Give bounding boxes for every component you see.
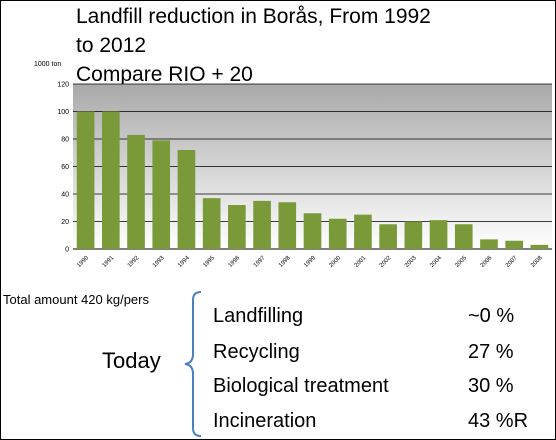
bar-2002 <box>379 224 397 249</box>
x-tick-label: 2003 <box>404 255 418 269</box>
slide-title: Landfill reduction in Borås, From 1992 t… <box>76 2 431 89</box>
summary-row-value: ~0 % <box>468 305 515 327</box>
x-tick-label: 1990 <box>76 255 90 269</box>
x-tick-label: 1992 <box>127 255 141 269</box>
x-tick-label: 1996 <box>228 255 242 269</box>
summary-row-value: 30 % <box>468 375 514 397</box>
total-amount-text: Total amount 420 kg/pers <box>3 292 149 307</box>
curly-brace-icon <box>184 291 202 437</box>
y-tick-label: 100 <box>57 109 69 116</box>
bar-1991 <box>101 111 120 249</box>
x-tick-label: 2007 <box>505 255 519 269</box>
y-tick-label: 20 <box>61 219 69 226</box>
x-tick-label: 1998 <box>278 255 292 269</box>
bar-2003 <box>404 221 423 249</box>
y-axis-unit-label: 1000 ton <box>34 61 62 68</box>
y-tick-label: 120 <box>57 82 69 89</box>
x-tick-label: 2008 <box>530 255 544 269</box>
summary-row-label: Recycling <box>213 341 300 363</box>
y-tick-label: 0 <box>65 247 69 254</box>
bar-1994 <box>177 150 196 249</box>
x-tick-label: 1999 <box>303 255 317 269</box>
bar-1998 <box>278 202 297 249</box>
bar-1993 <box>152 140 171 249</box>
bar-2001 <box>354 214 372 249</box>
x-tick-label: 1993 <box>152 255 166 269</box>
bar-1999 <box>303 213 322 249</box>
summary-row-value: 43 %R <box>468 410 529 432</box>
summary-row-label: Incineration <box>213 410 317 432</box>
x-tick-label: 2004 <box>429 255 443 269</box>
title-line-1: Landfill reduction in Borås, From 1992 <box>76 5 431 28</box>
today-label: Today <box>102 348 161 373</box>
bar-2004 <box>429 220 448 249</box>
bar-2007 <box>505 240 524 249</box>
title-line-2: to 2012 <box>76 34 147 57</box>
x-tick-label: 2000 <box>328 255 342 269</box>
x-tick-label: 2005 <box>454 255 468 269</box>
bar-2005 <box>454 224 473 249</box>
summary-row-label: Landfilling <box>213 305 304 327</box>
x-tick-label: 2006 <box>480 255 494 269</box>
x-tick-label: 1995 <box>202 255 216 269</box>
y-tick-label: 80 <box>61 137 69 144</box>
bar-1996 <box>228 205 246 249</box>
x-tick-label: 1997 <box>253 255 267 269</box>
y-tick-label: 60 <box>61 164 69 171</box>
bar-1992 <box>127 134 145 249</box>
bar-2008 <box>530 244 549 249</box>
x-tick-label: 2001 <box>354 255 368 269</box>
summary-row-value: 27 % <box>468 341 514 363</box>
bar-2006 <box>480 239 498 249</box>
bar-1997 <box>253 200 271 249</box>
y-tick-label: 40 <box>61 192 69 199</box>
bar-2000 <box>328 218 347 249</box>
x-tick-label: 1994 <box>177 255 191 269</box>
bar-chart: 0 20 40 60 80 100 120 1990 1991 1992 1993 1994 1995… <box>57 82 552 269</box>
x-tick-label: 2002 <box>379 255 393 269</box>
title-line-3: Compare RIO + 20 <box>76 63 253 86</box>
summary-row-label: Biological treatment <box>213 375 389 397</box>
x-tick-label: 1991 <box>102 255 116 269</box>
bar-1990 <box>76 111 95 249</box>
bar-1995 <box>202 198 221 249</box>
